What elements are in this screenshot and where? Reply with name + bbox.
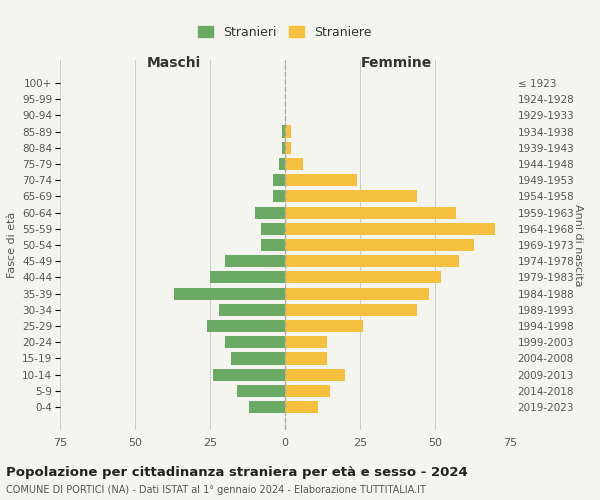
- Bar: [285, 126, 291, 138]
- Bar: [279, 158, 285, 170]
- Bar: [282, 126, 285, 138]
- Bar: [213, 368, 285, 381]
- Bar: [285, 206, 456, 218]
- Bar: [225, 255, 285, 268]
- Bar: [261, 239, 285, 251]
- Bar: [285, 142, 291, 154]
- Bar: [255, 206, 285, 218]
- Legend: Stranieri, Straniere: Stranieri, Straniere: [194, 22, 376, 42]
- Bar: [207, 320, 285, 332]
- Bar: [285, 174, 357, 186]
- Bar: [285, 222, 495, 235]
- Bar: [285, 304, 417, 316]
- Bar: [174, 288, 285, 300]
- Bar: [285, 239, 474, 251]
- Text: Femmine: Femmine: [361, 56, 431, 70]
- Bar: [285, 368, 345, 381]
- Y-axis label: Anni di nascita: Anni di nascita: [573, 204, 583, 286]
- Bar: [285, 352, 327, 364]
- Bar: [219, 304, 285, 316]
- Bar: [282, 142, 285, 154]
- Bar: [285, 158, 303, 170]
- Bar: [237, 385, 285, 397]
- Bar: [225, 336, 285, 348]
- Bar: [285, 320, 363, 332]
- Y-axis label: Fasce di età: Fasce di età: [7, 212, 17, 278]
- Bar: [285, 401, 318, 413]
- Bar: [285, 255, 459, 268]
- Text: Maschi: Maschi: [147, 56, 201, 70]
- Text: Popolazione per cittadinanza straniera per età e sesso - 2024: Popolazione per cittadinanza straniera p…: [6, 466, 468, 479]
- Bar: [285, 385, 330, 397]
- Bar: [231, 352, 285, 364]
- Bar: [273, 174, 285, 186]
- Bar: [261, 222, 285, 235]
- Bar: [285, 190, 417, 202]
- Bar: [285, 336, 327, 348]
- Bar: [285, 288, 429, 300]
- Bar: [210, 272, 285, 283]
- Text: COMUNE DI PORTICI (NA) - Dati ISTAT al 1° gennaio 2024 - Elaborazione TUTTITALIA: COMUNE DI PORTICI (NA) - Dati ISTAT al 1…: [6, 485, 426, 495]
- Bar: [285, 272, 441, 283]
- Bar: [249, 401, 285, 413]
- Bar: [273, 190, 285, 202]
